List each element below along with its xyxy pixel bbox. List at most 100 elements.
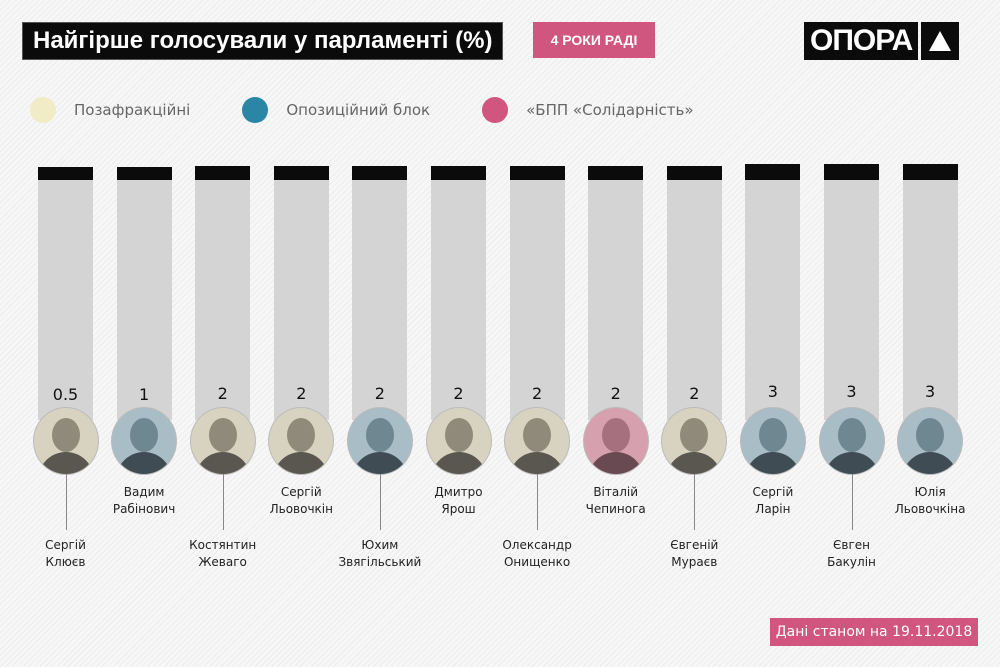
portrait-head	[365, 418, 394, 452]
portrait-body	[430, 452, 487, 474]
portrait-body	[116, 452, 173, 474]
first-name: Євгеній	[670, 538, 719, 552]
portrait-body	[273, 452, 330, 474]
chart-title: Найгірше голосували у парламенті (%)	[22, 22, 504, 60]
bar-track	[588, 180, 644, 420]
portrait-body	[744, 452, 801, 474]
portrait-head	[130, 418, 159, 452]
bar-track	[116, 180, 172, 420]
bar-track	[824, 180, 879, 420]
legend: Позафракційні Опозиційний блок «БПП «Сол…	[30, 97, 746, 123]
legend-label: Опозиційний блок	[286, 101, 431, 119]
person-name: Євген Бакулін	[792, 537, 912, 571]
legend-item-opposition: Опозиційний блок	[242, 97, 430, 123]
first-name: Сергій	[752, 485, 794, 499]
bar-track	[38, 180, 93, 420]
portrait-body	[37, 452, 94, 474]
bar-value-label: 2	[689, 383, 700, 403]
portrait-photo	[425, 407, 492, 475]
legend-item-bpp: «БПП «Солідарність»	[482, 97, 694, 123]
last-name: Жеваго	[198, 555, 247, 569]
data-date-note: Дані станом на 19.11.2018	[770, 618, 978, 646]
person-name: Дмитро Ярош	[399, 484, 519, 518]
bar-value-label: 2	[217, 383, 228, 403]
portrait-photo	[189, 407, 256, 475]
last-name: Звягільський	[338, 555, 422, 569]
series-badge: 4 РОКИ РАДІ	[533, 22, 655, 58]
last-name: Онищенко	[503, 555, 571, 569]
portrait-photo	[661, 407, 728, 475]
bar-value-label: 3	[846, 382, 857, 402]
person-name: Олександр Онищенко	[477, 537, 597, 571]
bar-value-label: 0.5	[52, 385, 79, 405]
legend-label: «БПП «Солідарність»	[526, 101, 694, 119]
bar-track	[431, 180, 486, 420]
logo-text: ОПОРА	[804, 22, 919, 60]
bar-value-label: 2	[532, 383, 543, 403]
opora-logo: ОПОРА	[804, 22, 960, 60]
first-name: Костянтин	[189, 538, 257, 552]
portrait-head	[758, 418, 787, 452]
connector-line	[379, 474, 381, 530]
portrait-head	[51, 418, 80, 452]
portrait-body	[351, 452, 408, 474]
portrait-body	[587, 452, 644, 474]
last-name: Ярош	[441, 502, 476, 516]
connector-line	[65, 474, 67, 530]
last-name: Мураєв	[671, 555, 718, 569]
bar-fill	[352, 165, 408, 180]
portrait-photo	[504, 407, 571, 475]
bar-track	[195, 180, 251, 420]
legend-dot	[242, 97, 269, 123]
first-name: Олександр	[502, 538, 572, 552]
bar-fill	[666, 165, 722, 180]
portrait-head	[916, 418, 945, 452]
bar-value-label: 3	[767, 382, 778, 402]
triangle-icon	[921, 22, 960, 60]
portrait-body	[509, 452, 566, 474]
first-name: Віталій	[593, 485, 639, 499]
last-name: Клюєв	[45, 555, 86, 569]
legend-item-non-faction: Позафракційні	[30, 97, 190, 123]
bar-fill	[588, 165, 644, 180]
first-name: Юхим	[361, 538, 399, 552]
first-name: Сергій	[45, 538, 86, 552]
person-name: Сергій Ларін	[713, 484, 833, 518]
portrait-photo	[897, 407, 964, 475]
bar-track	[666, 180, 722, 420]
portrait-photo	[346, 407, 413, 475]
last-name: Ларін	[755, 502, 791, 516]
bar-fill	[824, 164, 879, 180]
person-name: Костянтин Жеваго	[163, 537, 283, 571]
portrait-head	[680, 418, 709, 452]
bar-fill	[509, 165, 565, 180]
first-name: Сергій	[280, 485, 322, 499]
bar-value-label: 1	[139, 384, 150, 404]
portrait-photo	[582, 407, 649, 475]
bar-value-label: 2	[453, 383, 464, 403]
bar-fill	[195, 165, 251, 180]
first-name: Євген	[833, 538, 870, 552]
first-name: Вадим	[123, 485, 165, 499]
last-name: Льовочкін	[269, 502, 333, 516]
legend-label: Позафракційні	[74, 101, 191, 119]
connector-line	[537, 474, 539, 530]
bar-fill	[116, 166, 172, 180]
portrait-body	[194, 452, 251, 474]
portrait-body	[823, 452, 880, 474]
bar-track	[509, 180, 565, 420]
person-name: Віталій Чепинога	[556, 484, 676, 518]
portrait-head	[444, 418, 473, 452]
portrait-photo	[739, 407, 806, 475]
bar-track	[273, 180, 329, 420]
legend-dot	[30, 97, 56, 123]
portrait-body	[666, 452, 723, 474]
person-name: Юхим Звягільський	[320, 537, 440, 571]
person-name: Вадим Рабінович	[84, 484, 204, 518]
portrait-photo	[818, 407, 885, 475]
first-name: Дмитро	[434, 485, 483, 499]
portrait-photo	[111, 407, 178, 475]
bar-fill	[431, 165, 486, 180]
portrait-head	[837, 418, 866, 452]
portrait-head	[523, 418, 552, 452]
